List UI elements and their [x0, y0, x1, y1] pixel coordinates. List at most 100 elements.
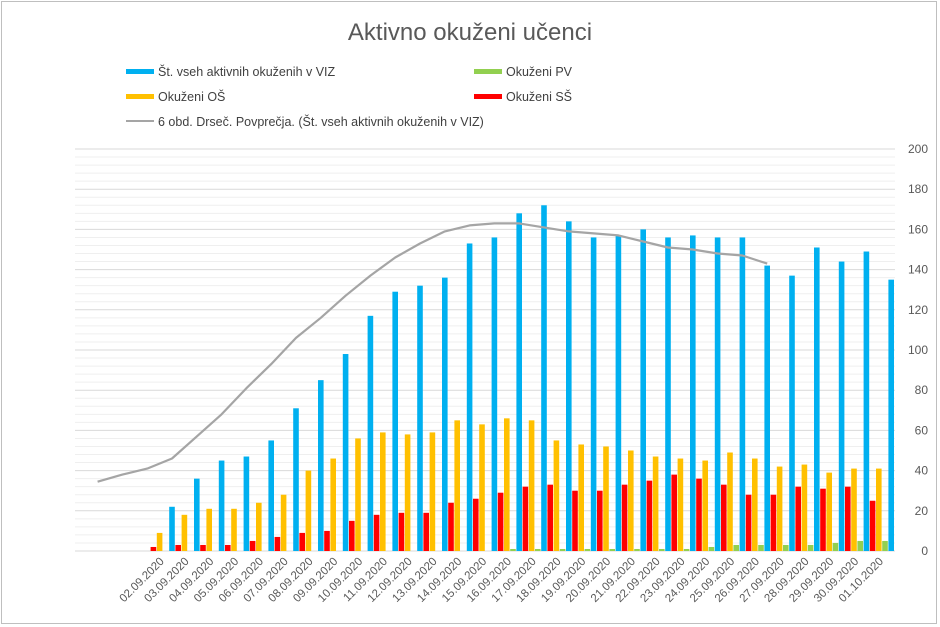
bar-total [814, 247, 820, 552]
bar-total [541, 205, 547, 551]
x-axis: 02.09.202003.09.202004.09.202005.09.2020… [118, 556, 886, 605]
y-tick-label: 60 [915, 423, 929, 437]
bar-pv [882, 540, 888, 551]
legend-label-pv: Okuženi PV [506, 65, 573, 79]
legend-label-moving-average: 6 obd. Drseč. Povprečja. (Št. vseh aktiv… [158, 114, 484, 129]
bar-total [491, 237, 498, 551]
bar-pv [659, 548, 665, 551]
bar-os [330, 458, 336, 551]
y-tick-label: 40 [915, 464, 929, 478]
bar-os [801, 464, 808, 551]
y-tick-label: 80 [915, 383, 929, 397]
bar-os [256, 502, 262, 551]
bar-os [851, 468, 857, 551]
legend-swatch-os [126, 94, 154, 99]
bar-total [243, 456, 250, 551]
bar-os [727, 452, 733, 551]
legend-swatch-pv [474, 69, 502, 74]
bar-pv [758, 544, 764, 551]
bar-os [156, 532, 163, 551]
bar-total [268, 440, 274, 551]
bar-ss [621, 484, 628, 551]
y-tick-label: 180 [908, 182, 928, 196]
bar-pv [510, 548, 516, 551]
bar-ss [200, 544, 206, 551]
bar-os [528, 420, 535, 551]
bar-os [231, 508, 237, 551]
bar-total [218, 460, 225, 551]
bar-pv [783, 544, 789, 551]
bar-pv [609, 548, 615, 551]
bar-total [392, 291, 398, 551]
bar-ss [225, 544, 231, 551]
bar-total [194, 478, 200, 551]
y-tick-label: 140 [908, 263, 928, 277]
bar-ss [522, 486, 529, 551]
bar-total [293, 408, 299, 551]
bar-ss [448, 502, 454, 551]
bar-total [590, 237, 597, 551]
bar-total [318, 380, 324, 551]
bar-ss [423, 512, 429, 551]
bar-total [516, 213, 522, 551]
bar-os [752, 458, 758, 551]
y-tick-label: 200 [908, 142, 928, 156]
bar-os [652, 456, 659, 551]
bar-os [305, 470, 312, 551]
bar-total [863, 251, 870, 551]
bar-pv [535, 548, 541, 551]
bar-ss [671, 474, 677, 551]
bar-total [367, 315, 374, 551]
bar-pv [807, 544, 814, 551]
y-tick-label: 120 [908, 303, 928, 317]
bar-ss [175, 544, 181, 551]
bar-ss [795, 486, 801, 551]
bar-pv [683, 548, 690, 551]
gridlines [75, 148, 895, 552]
bar-ss [869, 500, 876, 551]
bar-total [640, 229, 646, 551]
bar-ss [845, 486, 851, 551]
bar-ss [373, 514, 380, 551]
bar-os [553, 440, 560, 551]
bar-os [404, 434, 411, 551]
legend-label-total: Št. vseh aktivnih okuženih v VIZ [158, 64, 336, 79]
bar-ss [572, 490, 578, 551]
bar-ss [547, 484, 553, 551]
moving-average-line [97, 222, 768, 483]
bar-os [578, 444, 584, 551]
bar-os [479, 424, 485, 551]
bar-os [280, 494, 287, 551]
bar-ss [249, 540, 256, 551]
bar-ss [150, 546, 157, 551]
y-axis: 0 20 40 60 80 100 120 140 160 180 200 [908, 142, 928, 558]
bar-ss [299, 532, 305, 551]
bar-total [789, 275, 795, 551]
bar-total [566, 221, 572, 552]
bar-ss [745, 494, 752, 551]
bar-os [603, 446, 609, 551]
bar-ss [597, 490, 603, 551]
bar-ss [497, 492, 504, 551]
bar-os [355, 438, 361, 551]
bar-total [442, 277, 448, 551]
bar-total [739, 237, 746, 551]
y-tick-label: 0 [921, 544, 928, 558]
bar-total [838, 261, 845, 551]
bar-total [342, 354, 349, 551]
bar-pv [559, 548, 566, 551]
bar-os [454, 420, 460, 551]
legend-label-ss: Okuženi SŠ [506, 89, 572, 104]
bar-ss [324, 530, 330, 551]
bar-total [888, 279, 894, 551]
bar-total [714, 237, 721, 551]
bar-pv [733, 544, 739, 551]
bars [150, 205, 894, 552]
bar-total [665, 237, 671, 551]
bar-pv [708, 546, 715, 551]
bar-os [206, 508, 212, 551]
bar-total [690, 235, 696, 551]
y-tick-label: 100 [908, 343, 928, 357]
bar-os [876, 468, 882, 551]
